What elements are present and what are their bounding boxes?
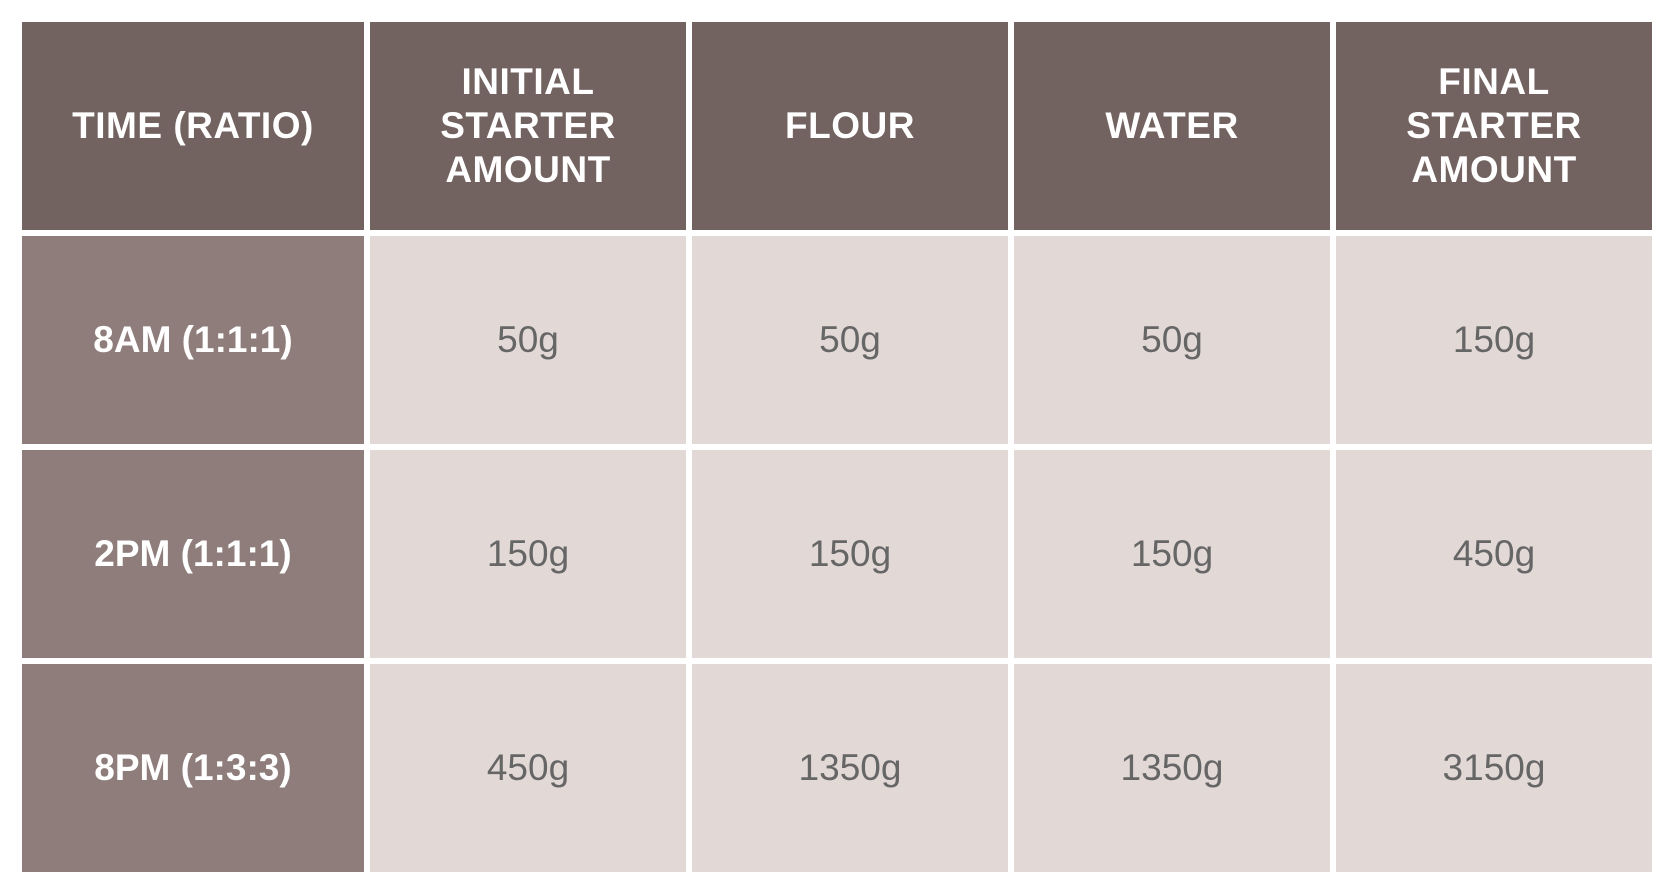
table-cell: 3150g	[1336, 664, 1652, 872]
table-cell: 1350g	[692, 664, 1008, 872]
row-header: 8PM (1:3:3)	[22, 664, 364, 872]
column-header: INITIAL STARTER AMOUNT	[370, 22, 686, 230]
table-cell: 450g	[1336, 450, 1652, 658]
table-cell: 150g	[692, 450, 1008, 658]
table-cell: 150g	[1014, 450, 1330, 658]
table-cell: 50g	[1014, 236, 1330, 444]
column-header: FINAL STARTER AMOUNT	[1336, 22, 1652, 230]
table-cell: 50g	[370, 236, 686, 444]
row-header: 8AM (1:1:1)	[22, 236, 364, 444]
row-header: 2PM (1:1:1)	[22, 450, 364, 658]
table-cell: 150g	[370, 450, 686, 658]
table-cell: 450g	[370, 664, 686, 872]
feeding-schedule-table: TIME (RATIO) INITIAL STARTER AMOUNT FLOU…	[22, 22, 1652, 872]
table-cell: 1350g	[1014, 664, 1330, 872]
table-cell: 150g	[1336, 236, 1652, 444]
column-header: WATER	[1014, 22, 1330, 230]
column-header: TIME (RATIO)	[22, 22, 364, 230]
table-cell: 50g	[692, 236, 1008, 444]
column-header: FLOUR	[692, 22, 1008, 230]
